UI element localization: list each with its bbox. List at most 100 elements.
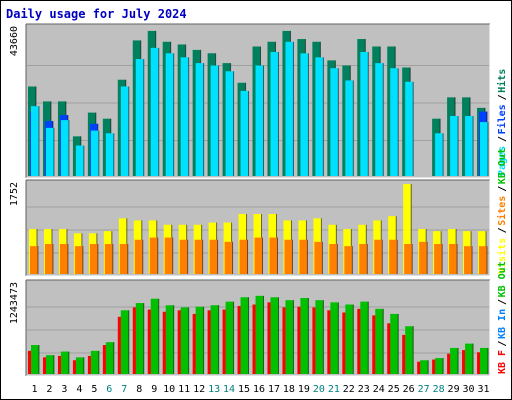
sites-bar-20: [314, 241, 323, 274]
sites-bar-9: [149, 237, 158, 274]
pages-bar-14: [225, 71, 234, 176]
panel-kb-legend-entry-1: /: [497, 341, 508, 347]
pages-bar-5: [90, 130, 99, 176]
x-tick-label-6: 6: [106, 384, 112, 395]
sites-bar-12: [194, 239, 203, 274]
panel-kb-legend-entry-3: /: [497, 299, 508, 305]
sites-bar-13: [209, 239, 218, 274]
panel-kb: 1243473 KB F / KB In / KB Out: [9, 261, 508, 377]
pages-bar-16: [255, 65, 264, 176]
kbout-bar-6: [105, 342, 114, 374]
kbout-bar-19: [300, 298, 309, 374]
panel-visits-sites-legend-entry-2: Sites: [496, 196, 508, 226]
kbout-bar-30: [465, 343, 474, 374]
panel-visits-sites-legend-entry-3: /: [497, 186, 508, 192]
panel-hits-files-pages-legend-entry-2: Files: [496, 104, 508, 134]
sites-bar-3: [59, 244, 68, 274]
panel-visits-sites-legend-entry-0: Visits: [496, 238, 508, 274]
pages-bar-30: [465, 116, 474, 176]
x-tick-label-12: 12: [193, 384, 205, 395]
sites-bar-31: [479, 246, 488, 274]
kbout-bar-14: [225, 301, 234, 374]
x-axis: 1 2 3 4 5 6 7 8 9 10 11 12 13 14 15 16 17 18 19 20 21 22 23 24 2…: [31, 384, 489, 395]
sites-bar-7: [119, 244, 128, 274]
x-tick-label-5: 5: [91, 384, 97, 395]
sites-bar-27: [419, 241, 428, 274]
panel-hits-files-pages-max-label: 43660: [9, 26, 20, 56]
kbout-bar-28: [435, 358, 444, 374]
pages-bar-25: [390, 68, 399, 176]
kbout-bar-9: [150, 298, 159, 374]
panel-kb-legend-entry-4: KB Out: [497, 261, 508, 297]
sites-bar-29: [449, 244, 458, 274]
pages-bar-9: [150, 47, 159, 176]
sites-bar-24: [374, 239, 383, 274]
pages-bar-2: [45, 127, 54, 176]
pages-bar-7: [120, 86, 129, 176]
x-tick-label-25: 25: [388, 384, 400, 395]
panel-kb-max-label: 1243473: [9, 282, 20, 324]
pages-bar-12: [195, 63, 204, 176]
kbout-bar-4: [75, 357, 84, 374]
kbout-bar-5: [90, 350, 99, 374]
sites-bar-10: [164, 237, 173, 274]
sites-bar-11: [179, 239, 188, 274]
sites-bar-1: [30, 246, 38, 274]
panel-visits-sites-legend-entry-4: KB Out: [497, 148, 508, 184]
pages-bar-22: [345, 80, 354, 176]
x-tick-label-21: 21: [328, 384, 340, 395]
kbout-bar-8: [135, 303, 144, 374]
x-tick-label-13: 13: [208, 384, 220, 395]
panel-visits-sites-max-label: 1752: [9, 182, 20, 206]
x-tick-label-7: 7: [121, 384, 127, 395]
pages-bar-24: [375, 63, 384, 176]
pages-bar-13: [210, 65, 219, 176]
x-tick-label-31: 31: [477, 384, 489, 395]
panel-kb-legend-entry-0: KB F: [497, 350, 508, 374]
sites-bar-26: [404, 244, 413, 274]
kbout-bar-18: [285, 300, 294, 374]
pages-bar-21: [330, 68, 339, 176]
pages-bar-6: [105, 133, 114, 176]
panel-hits-files-pages-legend: Pages/Files/Hits: [496, 69, 508, 176]
sites-bar-5: [89, 244, 98, 274]
kbout-bar-31: [480, 347, 489, 374]
kbout-bar-23: [360, 301, 369, 374]
sites-bar-6: [104, 244, 113, 274]
x-tick-label-28: 28: [433, 384, 445, 395]
x-tick-label-11: 11: [178, 384, 190, 395]
panel-hits-files-pages-legend-entry-3: /: [497, 94, 508, 100]
pages-bar-18: [285, 41, 294, 176]
kbout-bar-1: [31, 345, 39, 374]
x-tick-label-2: 2: [46, 384, 52, 395]
pages-bar-4: [75, 145, 84, 176]
x-tick-label-27: 27: [418, 384, 430, 395]
kbout-bar-20: [315, 300, 324, 374]
x-tick-label-10: 10: [163, 384, 175, 395]
pages-bar-29: [450, 116, 459, 176]
kbout-bar-2: [45, 355, 54, 374]
pages-bar-1: [31, 106, 39, 176]
pages-bar-10: [165, 53, 174, 177]
kbout-bar-17: [270, 297, 279, 374]
pages-bar-28: [435, 133, 444, 176]
sites-bar-30: [464, 246, 473, 274]
pages-bar-11: [180, 57, 189, 177]
visits-bar-26: [403, 184, 412, 274]
kbout-bar-29: [450, 347, 459, 374]
sites-bar-8: [134, 239, 143, 274]
kbout-bar-11: [180, 307, 189, 374]
panel-hits-files-pages-legend-entry-0: Pages: [497, 146, 508, 176]
x-tick-label-17: 17: [268, 384, 280, 395]
panel-visits-sites-legend: Visits/Sites/KB Out: [496, 148, 508, 274]
x-tick-label-1: 1: [31, 384, 37, 395]
pages-bar-3: [60, 120, 69, 176]
sites-bar-15: [239, 239, 248, 274]
panel-hits-files-pages-legend-entry-1: /: [497, 136, 508, 142]
x-tick-label-18: 18: [283, 384, 295, 395]
pages-bar-8: [135, 59, 144, 177]
x-tick-label-14: 14: [223, 384, 235, 395]
sites-bar-25: [389, 239, 398, 274]
